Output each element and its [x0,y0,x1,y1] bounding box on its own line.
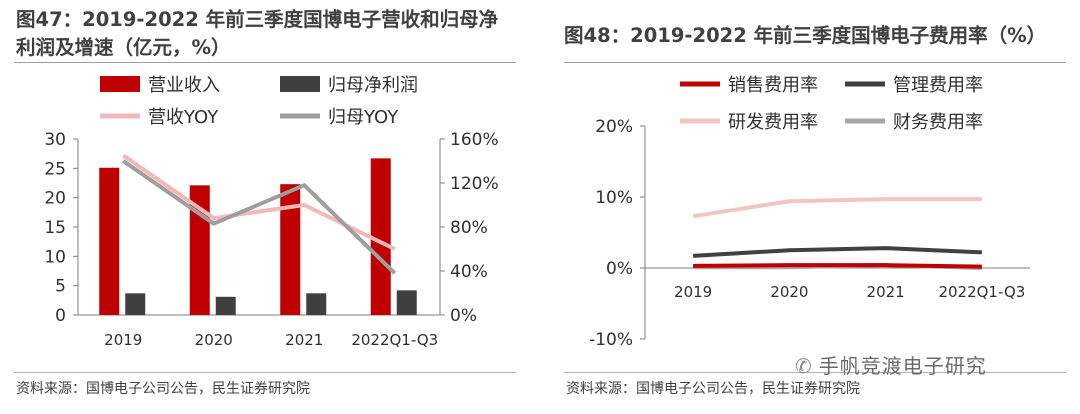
bar-net-profit [306,293,327,315]
y-left-tick-label: 25 [44,159,66,179]
line-series-profit-yoy [122,159,397,275]
x-tick-label: 2020 [195,331,233,349]
y-left-tick-label: 5 [55,277,66,297]
y-tick-label: 0% [606,259,633,279]
legend-label-1: 营业收入 [148,75,220,96]
y-right-tick-label: 160% [450,130,499,150]
y-right-tick-label: 0% [450,306,477,326]
right-title-rule [564,62,1066,63]
line-series-2 [693,246,982,258]
y-right-tick-label: 120% [450,174,499,194]
y-left-tick-label: 10 [44,247,66,267]
x-tick-label: 2021 [285,331,323,349]
x-tick-label: 2019 [104,331,142,349]
legend-label-3: 研发费用率 [728,112,818,133]
bar-revenue [370,158,391,315]
legend-label-2: 管理费用率 [893,75,983,96]
line-series-1 [693,263,982,269]
bar-revenue [280,184,301,315]
x-tick-label: 2019 [674,283,712,301]
legend-label-1: 销售费用率 [728,75,818,96]
x-tick-label: 2021 [867,283,905,301]
right-chart-title: 图48：2019-2022 年前三季度国博电子费用率（%） [564,24,1047,47]
bar-revenue [99,167,120,315]
y-right-tick-label: 40% [450,262,488,282]
left-chart-panel: 图47：2019-2022 年前三季度国博电子营收和归母净利润及增速（亿元，%）… [0,0,530,414]
left-source-rule [14,372,516,373]
y-left-tick-label: 15 [44,218,66,238]
y-left-tick-label: 20 [44,189,66,209]
wechat-icon: ✆ [795,354,813,378]
y-left-tick-label: 0 [55,306,66,326]
watermark: ✆ 手帆竞渡电子研究 [795,350,987,379]
legend-label-4: 归母YOY [328,107,399,128]
x-tick-label: 2022Q1-Q3 [938,283,1025,301]
right-chart-panel: 图48：2019-2022 年前三季度国博电子费用率（%） 销售费用率 管理费用率… [550,0,1080,414]
bar-net-profit [125,293,146,315]
y-tick-label: 20% [595,117,633,137]
y-right-tick-label: 80% [450,218,488,238]
y-tick-label: -10% [589,330,633,350]
legend-label-2: 归母净利润 [328,75,418,96]
left-source-note: 资料来源：国博电子公司公告，民生证券研究院 [16,381,310,397]
legend-label-4: 财务费用率 [893,112,983,133]
bar-net-profit [396,290,417,315]
y-tick-label: 10% [595,188,633,208]
legend-swatch-2 [280,76,320,92]
left-title-rule [14,62,516,63]
bar-net-profit [215,296,236,315]
line-series-3 [692,197,982,219]
watermark-text: 手帆竞渡电子研究 [818,354,987,378]
right-source-rule [564,372,1066,373]
legend-swatch-1 [100,76,140,92]
x-tick-label: 2022Q1-Q3 [351,331,438,349]
x-tick-label: 2020 [770,283,808,301]
left-chart-title: 图47：2019-2022 年前三季度国博电子营收和归母净利润及增速（亿元，%） [16,8,499,59]
right-source-note: 资料来源：国博电子公司公告，民生证券研究院 [566,381,860,397]
y-left-tick-label: 30 [44,130,66,150]
legend-label-3: 营收YOY [148,107,219,128]
